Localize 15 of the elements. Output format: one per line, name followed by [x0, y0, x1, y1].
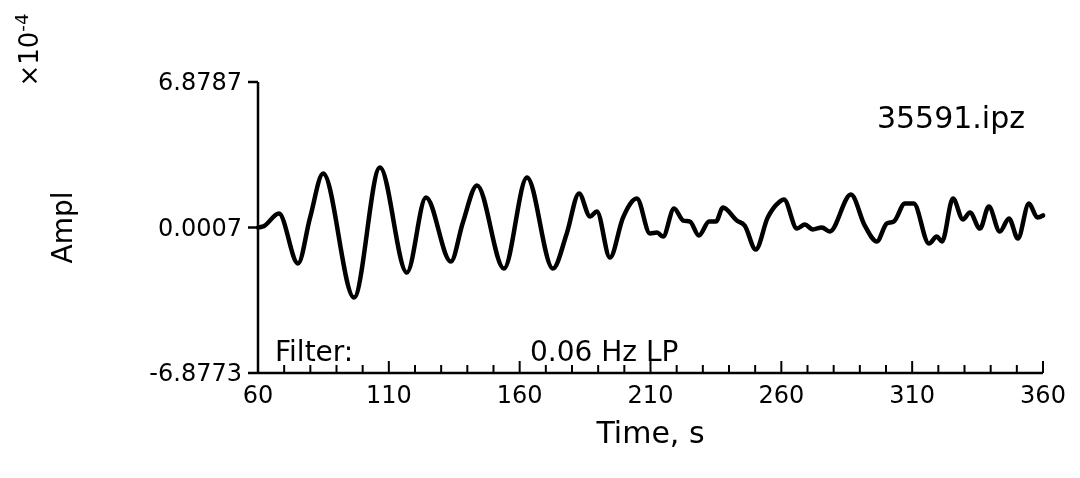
x-axis-title: Time, s	[595, 415, 705, 450]
x-tick-label: 310	[889, 381, 936, 409]
x-tick-label: 360	[1020, 381, 1066, 409]
x-tick-label: 60	[242, 381, 274, 409]
y-tick-label: -6.8773	[149, 359, 242, 388]
annotation: 0.06 Hz LP	[530, 335, 679, 368]
x-tick-label: 110	[365, 381, 412, 409]
annotation: Filter:	[275, 335, 354, 368]
y-axis-title: Ampl	[46, 191, 79, 264]
x-tick-label: 210	[627, 381, 674, 409]
x-tick-label: 260	[758, 381, 805, 409]
x-tick-label: 160	[496, 381, 543, 409]
y-tick-label: 0.0007	[158, 213, 242, 242]
y-tick-label: 6.8787	[158, 68, 242, 97]
annotation: 35591.ipz	[876, 100, 1025, 135]
